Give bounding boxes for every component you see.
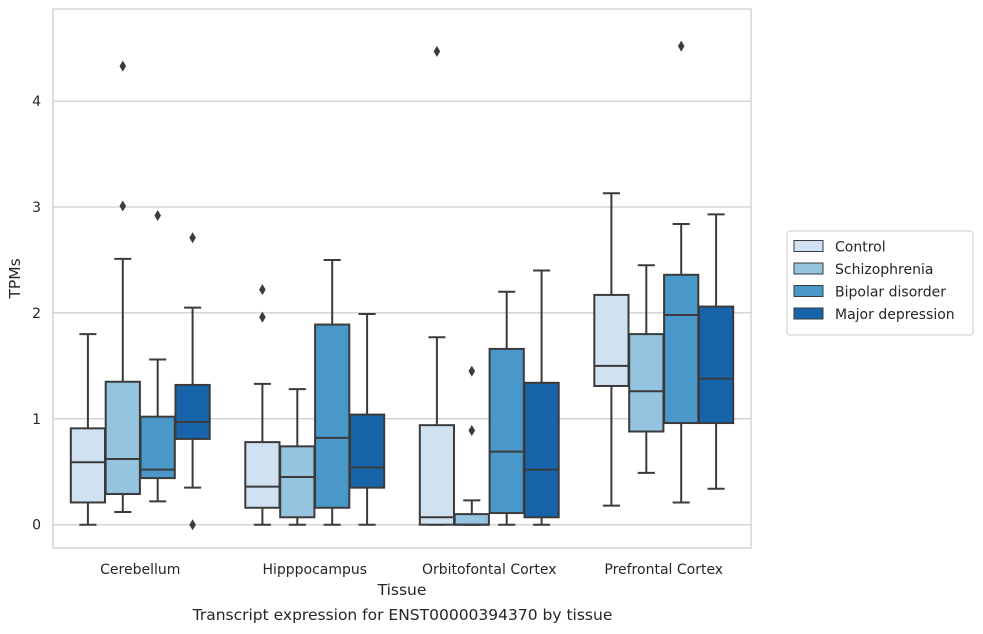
outlier-point <box>119 60 127 72</box>
y-tick-label: 1 <box>32 412 41 428</box>
legend-swatch <box>793 285 824 297</box>
box-0-1 <box>104 60 141 513</box>
box-iqr <box>593 293 630 387</box>
box-iqr <box>139 415 176 480</box>
outlier-point <box>433 45 441 57</box>
box-iqr <box>174 383 211 440</box>
outlier-point <box>189 519 196 531</box>
box-iqr <box>279 445 316 519</box>
box-3-3 <box>697 213 735 490</box>
box-iqr <box>104 380 141 495</box>
legend-swatch <box>793 307 824 320</box>
box-iqr <box>628 333 665 433</box>
box-iqr <box>523 381 560 519</box>
legend-item: Schizophrenia <box>793 262 933 278</box>
outlier-point <box>468 424 476 436</box>
box-3-1 <box>628 264 665 474</box>
x-tick-labels: Cerebellum Hipppocampus Orbitofontal Corte… <box>100 562 723 578</box>
box-series <box>69 40 735 531</box>
x-tick-label: Orbitofontal Cortex <box>422 562 557 578</box>
y-tick-label: 3 <box>32 200 41 216</box>
box-1-3 <box>348 312 386 526</box>
x-tick-label: Hipppocampus <box>262 562 367 578</box>
y-axis-label: TPMs <box>6 258 24 299</box>
box-2-2 <box>488 290 525 526</box>
y-tick-label: 2 <box>32 306 41 322</box>
box-iqr <box>697 305 735 425</box>
box-iqr <box>488 347 525 515</box>
x-axis-label: Tissue <box>377 581 427 599</box>
legend: Control Schizophrenia Bipolar disorder Majo… <box>786 230 974 336</box>
legend-label: Schizophrenia <box>835 262 933 278</box>
chart-caption: Transcript expression for ENST0000039437… <box>192 606 613 624</box>
legend-label: Control <box>835 240 886 256</box>
outlier-point <box>154 209 161 221</box>
legend-swatch <box>793 262 824 275</box>
y-tick-label: 4 <box>32 94 41 110</box>
box-iqr <box>348 413 386 489</box>
outlier-point <box>259 311 266 323</box>
box-2-3 <box>523 269 560 526</box>
x-tick-label: Cerebellum <box>100 562 180 578</box>
box-iqr <box>314 323 351 509</box>
legend-frame <box>786 230 974 336</box>
box-iqr <box>663 273 700 425</box>
legend-item: Control <box>793 240 886 256</box>
box-0-3 <box>174 232 211 531</box>
box-2-0 <box>418 45 456 526</box>
box-2-1 <box>453 365 490 526</box>
box-iqr <box>418 424 456 526</box>
legend-item: Bipolar disorder <box>793 285 946 301</box>
outlier-point <box>189 232 196 244</box>
plot-area-frame <box>52 8 752 549</box>
y-tick-labels: 0 1 2 3 4 <box>32 94 41 534</box>
box-1-1 <box>279 388 316 526</box>
outlier-point <box>119 200 127 212</box>
box-0-0 <box>69 333 107 526</box>
outlier-point <box>468 365 476 377</box>
legend-label: Major depression <box>835 307 955 323</box>
box-iqr <box>453 513 490 526</box>
box-1-0 <box>244 284 281 526</box>
box-iqr <box>244 441 281 509</box>
box-1-2 <box>314 258 351 526</box>
outlier-point <box>677 40 685 52</box>
box-iqr <box>69 427 107 504</box>
outlier-point <box>259 284 266 296</box>
legend-swatch <box>793 240 824 252</box>
legend-item: Major depression <box>793 307 955 323</box>
y-tick-label: 0 <box>32 518 41 534</box>
x-tick-label: Prefrontal Cortex <box>604 562 723 578</box>
box-0-2 <box>139 209 176 503</box>
legend-label: Bipolar disorder <box>835 285 946 301</box>
box-3-0 <box>593 192 630 507</box>
box-3-2 <box>663 40 700 504</box>
